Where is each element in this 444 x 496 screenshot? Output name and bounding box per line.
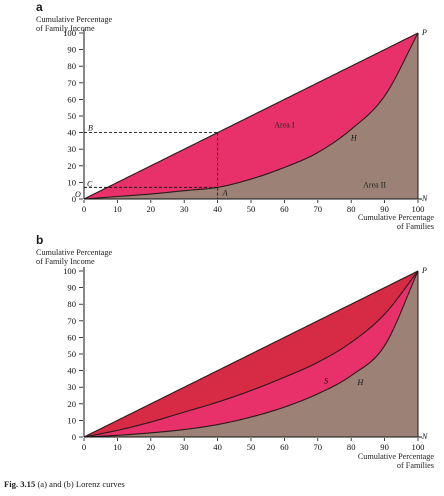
axes: [83, 29, 422, 200]
curve-lines: [83, 270, 419, 438]
y-axis-label-line-2: of Family Income: [36, 257, 95, 266]
x-tick-label: 70: [314, 204, 323, 214]
reference-lines: [84, 132, 219, 199]
y-tick-label: 90: [67, 45, 76, 55]
x-tick-label: 70: [314, 442, 323, 452]
point-label-b: B: [88, 124, 93, 133]
y-tick-label: 20: [67, 399, 76, 409]
y-tick-label: 40: [67, 366, 76, 376]
point-annotations: P N O B C A H: [75, 28, 428, 203]
tick-labels: 0 10 20 30 40 50 60 70 80 90 100 0 10 20 30 40 50 60 70 80 9…: [63, 28, 424, 214]
x-axis-label-line-1: Cumulative Percentage: [358, 213, 435, 222]
figure-caption: Fig. 3.15 (a) and (b) Lorenz curves: [4, 479, 125, 489]
x-tick-label: 100: [412, 204, 425, 214]
x-tick-label: 90: [380, 204, 389, 214]
x-tick-label: 80: [347, 442, 356, 452]
y-tick-label: 90: [67, 283, 76, 293]
point-label-a: A: [222, 188, 228, 197]
x-tick-label: 30: [180, 442, 189, 452]
panel-label-b: b: [36, 233, 43, 247]
x-tick-label: 40: [213, 442, 222, 452]
y-tick-label: 50: [67, 349, 76, 359]
lorenz-curve-h: [83, 270, 419, 438]
point-label-s: S: [324, 377, 328, 386]
tick-labels: 0 10 20 30 40 50 60 70 80 90 100 0 10 20 30 40 50 60 70 80 9…: [63, 266, 424, 452]
y-tick-label: 30: [67, 382, 76, 392]
y-axis-label-line-1: Cumulative Percentage: [36, 15, 113, 24]
y-tick-label: 80: [67, 61, 76, 71]
caption-text: (a) and (b) Lorenz curves: [37, 479, 125, 489]
x-tick-label: 90: [380, 442, 389, 452]
chart-panel-a: a Cumulative Percentage of Family Income…: [36, 0, 434, 231]
y-tick-label: 20: [67, 161, 76, 171]
y-tick-label: 50: [67, 111, 76, 121]
x-tick-label: 0: [82, 204, 86, 214]
region-label-area-ii: Area II: [363, 180, 386, 189]
x-tick-label: 60: [280, 204, 289, 214]
y-axis-label-line-2: of Family Income: [36, 24, 95, 33]
region-label-area-i: Area I: [274, 121, 295, 130]
x-axis-label-line-2: of Families: [397, 222, 434, 231]
x-tick-label: 80: [347, 204, 356, 214]
x-axis-label-line-2: of Families: [397, 461, 434, 470]
x-tick-label: 50: [247, 442, 256, 452]
region-labels: Area I Area II: [274, 121, 386, 190]
point-label-h: H: [357, 378, 365, 387]
y-tick-label: 60: [67, 332, 76, 342]
y-tick-label: 40: [67, 128, 76, 138]
x-tick-label: 10: [113, 442, 122, 452]
point-label-h: H: [350, 134, 358, 143]
y-tick-label: 100: [63, 266, 76, 276]
y-tick-label: 100: [63, 28, 76, 38]
y-tick-label: 0: [72, 194, 76, 204]
y-axis-label-line-1: Cumulative Percentage: [36, 248, 113, 257]
x-tick-label: 50: [247, 204, 256, 214]
region-area-ii: [84, 33, 418, 199]
region-fill: [84, 271, 418, 437]
y-tick-label: 80: [67, 299, 76, 309]
x-tick-label: 100: [412, 442, 425, 452]
equality-line: [83, 270, 419, 438]
x-tick-label: 20: [147, 442, 156, 452]
y-tick-label: 10: [67, 415, 76, 425]
x-tick-label: 40: [213, 204, 222, 214]
point-annotations: P N S H: [324, 266, 428, 441]
chart-panel-b: b Cumulative Percentage of Family Income…: [36, 233, 434, 470]
point-label-p: P: [421, 266, 427, 275]
y-tick-label: 0: [72, 432, 76, 442]
lorenz-curve-s: [83, 270, 419, 438]
y-tick-label: 30: [67, 144, 76, 154]
y-tick-label: 70: [67, 316, 76, 326]
x-tick-label: 10: [113, 204, 122, 214]
region-fill: [84, 271, 418, 437]
x-tick-label: 60: [280, 442, 289, 452]
x-tick-label: 0: [82, 442, 86, 452]
y-tick-label: 10: [67, 177, 76, 187]
x-axis-label-line-1: Cumulative Percentage: [358, 452, 435, 461]
equality-line: [83, 32, 419, 200]
axes: [83, 267, 422, 438]
panel-label-a: a: [36, 0, 43, 14]
point-label-n: N: [421, 432, 428, 441]
x-tick-label: 20: [147, 204, 156, 214]
point-label-p: P: [421, 28, 427, 37]
x-tick-label: 30: [180, 204, 189, 214]
lorenz-curve-h: [83, 32, 419, 200]
point-label-o: O: [75, 190, 81, 199]
curve-lines: [83, 32, 419, 200]
y-tick-label: 60: [67, 94, 76, 104]
figure-number: Fig. 3.15: [4, 479, 36, 489]
point-label-n: N: [421, 194, 428, 203]
y-tick-label: 70: [67, 78, 76, 88]
point-label-c: C: [87, 179, 93, 188]
